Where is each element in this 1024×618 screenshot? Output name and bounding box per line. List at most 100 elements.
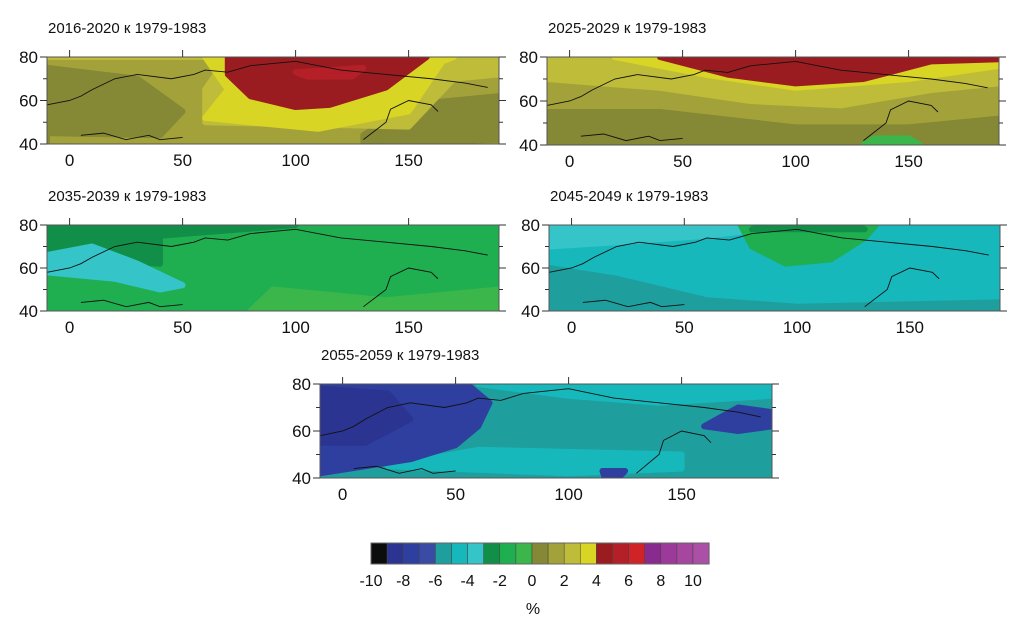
coastline [636, 430, 712, 474]
contour-region [292, 64, 367, 80]
contour-region [748, 225, 868, 233]
y-tick-label: 40 [521, 302, 540, 321]
contour-region [224, 57, 430, 111]
colorbar-tick-label: -6 [428, 573, 442, 590]
colorbar-cell [596, 542, 613, 565]
colorbar-tick-label: -8 [396, 573, 410, 590]
y-tick-label: 40 [19, 135, 38, 154]
x-tick-label: 150 [394, 318, 422, 337]
contour-field [47, 57, 499, 144]
y-tick-label: 60 [19, 92, 38, 111]
x-tick-label: 50 [173, 318, 192, 337]
colorbar-cell [676, 542, 694, 565]
coastline [47, 60, 488, 106]
contour-region [47, 243, 186, 293]
coastline [353, 465, 456, 474]
colorbar-cell [467, 542, 484, 565]
coastline [582, 299, 685, 308]
y-tick-label: 80 [521, 216, 540, 235]
x-tick-label: 100 [554, 485, 582, 504]
contour-field [47, 225, 499, 311]
coastline [864, 267, 940, 308]
colorbar-cell [499, 542, 517, 565]
contour-region [384, 446, 685, 477]
map-panel-5: 2055-2059 к 1979-1983 0 50 100 150 40 60 80 [292, 347, 779, 504]
x-tick-label: 100 [783, 318, 811, 337]
colorbar-cell [628, 542, 645, 565]
y-tick-label: 80 [519, 48, 538, 67]
colorbar-tick-label: 6 [624, 573, 633, 590]
contour-region [657, 57, 999, 87]
contour-region [701, 404, 772, 434]
panel-title: 2025-2029 к 1979-1983 [548, 20, 706, 37]
coastline [363, 100, 439, 141]
coastline [863, 100, 939, 141]
y-tick-label: 60 [292, 422, 311, 441]
x-tick-label: 0 [565, 152, 574, 171]
x-tick-label: 100 [281, 318, 309, 337]
contour-region [360, 93, 499, 144]
y-tick-label: 60 [521, 259, 540, 278]
colorbar-cell [547, 542, 565, 565]
colorbar: -10 -8 -6 -4 -2 0 2 4 6 8 10% [359, 542, 710, 618]
colorbar-tick-label: -10 [359, 573, 382, 590]
coastline [80, 299, 183, 308]
contour-region [549, 225, 801, 250]
colorbar-tick-label: 0 [528, 573, 537, 590]
y-tick-label: 80 [19, 216, 38, 235]
coastline [47, 228, 488, 273]
coastline [549, 228, 989, 273]
coastline [363, 267, 439, 308]
coastline [80, 132, 183, 141]
panel-title: 2016-2020 к 1979-1983 [48, 20, 206, 37]
colorbar-cell [419, 542, 436, 565]
x-tick-label: 150 [896, 318, 924, 337]
colorbar-cell [644, 542, 662, 565]
colorbar-tick-label: 10 [684, 573, 702, 590]
coastline [580, 133, 683, 142]
x-tick-label: 150 [394, 151, 422, 170]
colorbar-tick-label: -4 [460, 573, 474, 590]
contour-field [549, 225, 1000, 311]
contour-region [860, 135, 923, 145]
contour-region [247, 286, 499, 311]
colorbar-cell [370, 542, 388, 565]
contour-field [320, 384, 772, 478]
coastline [547, 60, 988, 106]
contour-region [475, 384, 772, 406]
colorbar-tick-label: 4 [592, 573, 601, 590]
panel-title: 2055-2059 к 1979-1983 [321, 347, 479, 364]
contour-region [599, 467, 629, 478]
colorbar-cell [386, 542, 404, 565]
contour-field [547, 57, 999, 145]
y-tick-label: 40 [292, 469, 311, 488]
x-tick-label: 0 [65, 318, 74, 337]
x-tick-label: 150 [894, 152, 922, 171]
colorbar-cell [660, 542, 678, 565]
y-tick-label: 80 [19, 48, 38, 67]
colorbar-cell [580, 542, 597, 565]
colorbar-cell [531, 542, 549, 565]
panel-title: 2035-2039 к 1979-1983 [48, 188, 206, 205]
x-tick-label: 100 [281, 151, 309, 170]
colorbar-cell [563, 542, 581, 565]
y-tick-label: 40 [519, 136, 538, 155]
colorbar-cell [483, 542, 501, 565]
x-tick-label: 0 [567, 318, 576, 337]
x-tick-label: 150 [667, 485, 695, 504]
x-tick-label: 0 [65, 151, 74, 170]
colorbar-tick-label: -2 [493, 573, 507, 590]
x-tick-label: 50 [173, 151, 192, 170]
map-panel-2: 2025-2029 к 1979-1983 0 50 100 150 40 60 80 [519, 20, 1006, 171]
colorbar-cell [612, 542, 629, 565]
map-panel-4: 2045-2049 к 1979-1983 0 50 100 150 40 60 80 [521, 188, 1007, 337]
y-tick-label: 80 [292, 375, 311, 394]
map-panel-3: 2035-2039 к 1979-1983 0 50 100 150 40 60 80 [19, 188, 506, 337]
colorbar-cell [451, 542, 468, 565]
y-tick-label: 40 [19, 302, 38, 321]
y-tick-label: 60 [519, 92, 538, 111]
x-tick-label: 50 [675, 318, 694, 337]
colorbar-cell [515, 542, 533, 565]
colorbar-cell [402, 542, 420, 565]
